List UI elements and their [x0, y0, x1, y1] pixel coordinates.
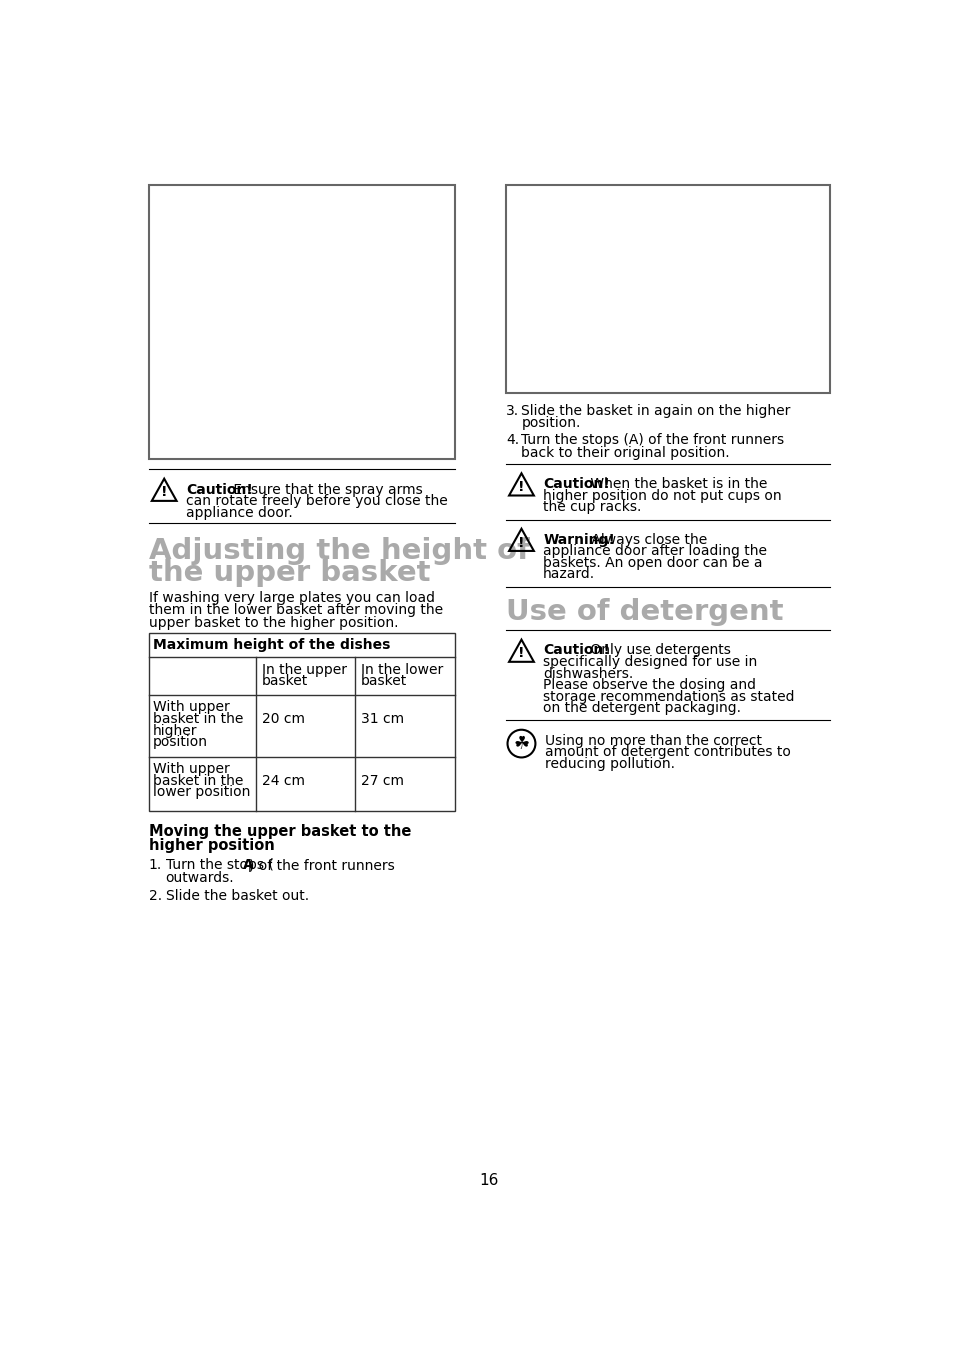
Text: !: !	[517, 480, 524, 493]
Text: Adjusting the height of: Adjusting the height of	[149, 537, 529, 565]
Text: Turn the stops (: Turn the stops (	[166, 859, 274, 872]
Text: back to their original position.: back to their original position.	[521, 446, 729, 460]
Text: A: A	[243, 859, 253, 872]
Text: on the detergent packaging.: on the detergent packaging.	[542, 702, 740, 715]
Text: When the basket is in the: When the basket is in the	[585, 477, 766, 491]
Text: basket: basket	[261, 675, 308, 688]
Text: Use of detergent: Use of detergent	[505, 598, 782, 626]
Text: upper basket to the higher position.: upper basket to the higher position.	[149, 615, 397, 630]
Text: Moving the upper basket to the: Moving the upper basket to the	[149, 825, 411, 840]
Text: In the upper: In the upper	[261, 662, 347, 677]
Text: appliance door after loading the: appliance door after loading the	[542, 544, 766, 558]
Text: In the lower: In the lower	[360, 662, 443, 677]
Text: them in the lower basket after moving the: them in the lower basket after moving th…	[149, 603, 442, 618]
Text: Turn the stops (A) of the front runners: Turn the stops (A) of the front runners	[521, 433, 783, 448]
FancyBboxPatch shape	[149, 634, 455, 811]
Text: hazard.: hazard.	[542, 568, 595, 581]
Text: position: position	[152, 735, 208, 749]
Text: position.: position.	[521, 416, 580, 430]
FancyBboxPatch shape	[149, 185, 455, 458]
Text: reducing pollution.: reducing pollution.	[544, 757, 674, 771]
Text: higher position do not put cups on: higher position do not put cups on	[542, 488, 781, 503]
Text: 16: 16	[478, 1172, 498, 1187]
Text: !: !	[161, 485, 168, 499]
Text: 3.: 3.	[505, 404, 518, 418]
Text: specifically designed for use in: specifically designed for use in	[542, 654, 757, 669]
FancyBboxPatch shape	[505, 185, 829, 393]
Text: dishwashers.: dishwashers.	[542, 667, 633, 680]
Text: appliance door.: appliance door.	[186, 506, 293, 519]
Text: storage recommendations as stated: storage recommendations as stated	[542, 690, 794, 703]
Text: higher position: higher position	[149, 837, 274, 853]
Text: ) of the front runners: ) of the front runners	[249, 859, 395, 872]
Text: the cup racks.: the cup racks.	[542, 500, 640, 514]
Text: can rotate freely before you close the: can rotate freely before you close the	[186, 493, 447, 508]
Text: Slide the basket in again on the higher: Slide the basket in again on the higher	[521, 404, 790, 418]
Text: !: !	[517, 646, 524, 660]
Text: 1.: 1.	[149, 859, 162, 872]
Text: basket in the: basket in the	[152, 773, 243, 788]
Text: With upper: With upper	[152, 763, 229, 776]
Text: Caution!: Caution!	[542, 477, 609, 491]
Text: 24 cm: 24 cm	[261, 773, 305, 788]
Text: amount of detergent contributes to: amount of detergent contributes to	[544, 745, 790, 758]
Text: 2.: 2.	[149, 890, 162, 903]
Text: Caution!: Caution!	[542, 644, 609, 657]
Text: If washing very large plates you can load: If washing very large plates you can loa…	[149, 591, 435, 606]
Text: Ensure that the spray arms: Ensure that the spray arms	[229, 483, 422, 496]
Text: Only use detergents: Only use detergents	[585, 644, 730, 657]
Text: 4.: 4.	[505, 433, 518, 448]
Text: higher: higher	[152, 723, 197, 738]
Text: Please observe the dosing and: Please observe the dosing and	[542, 679, 756, 692]
Text: 27 cm: 27 cm	[360, 773, 404, 788]
Text: 31 cm: 31 cm	[360, 713, 404, 726]
Text: 20 cm: 20 cm	[261, 713, 305, 726]
Text: basket in the: basket in the	[152, 713, 243, 726]
Text: basket: basket	[360, 675, 407, 688]
Text: With upper: With upper	[152, 700, 229, 714]
Text: Caution!: Caution!	[186, 483, 253, 496]
Text: Slide the basket out.: Slide the basket out.	[166, 890, 309, 903]
Text: Warning!: Warning!	[542, 533, 615, 546]
Text: Maximum height of the dishes: Maximum height of the dishes	[153, 638, 391, 652]
Text: Always close the: Always close the	[587, 533, 707, 546]
Text: baskets. An open door can be a: baskets. An open door can be a	[542, 556, 761, 569]
Text: !: !	[517, 535, 524, 549]
Text: ☘: ☘	[513, 734, 529, 753]
Text: outwards.: outwards.	[166, 871, 234, 884]
Text: lower position: lower position	[152, 786, 250, 799]
Text: Using no more than the correct: Using no more than the correct	[544, 734, 760, 748]
Text: the upper basket: the upper basket	[149, 558, 430, 587]
